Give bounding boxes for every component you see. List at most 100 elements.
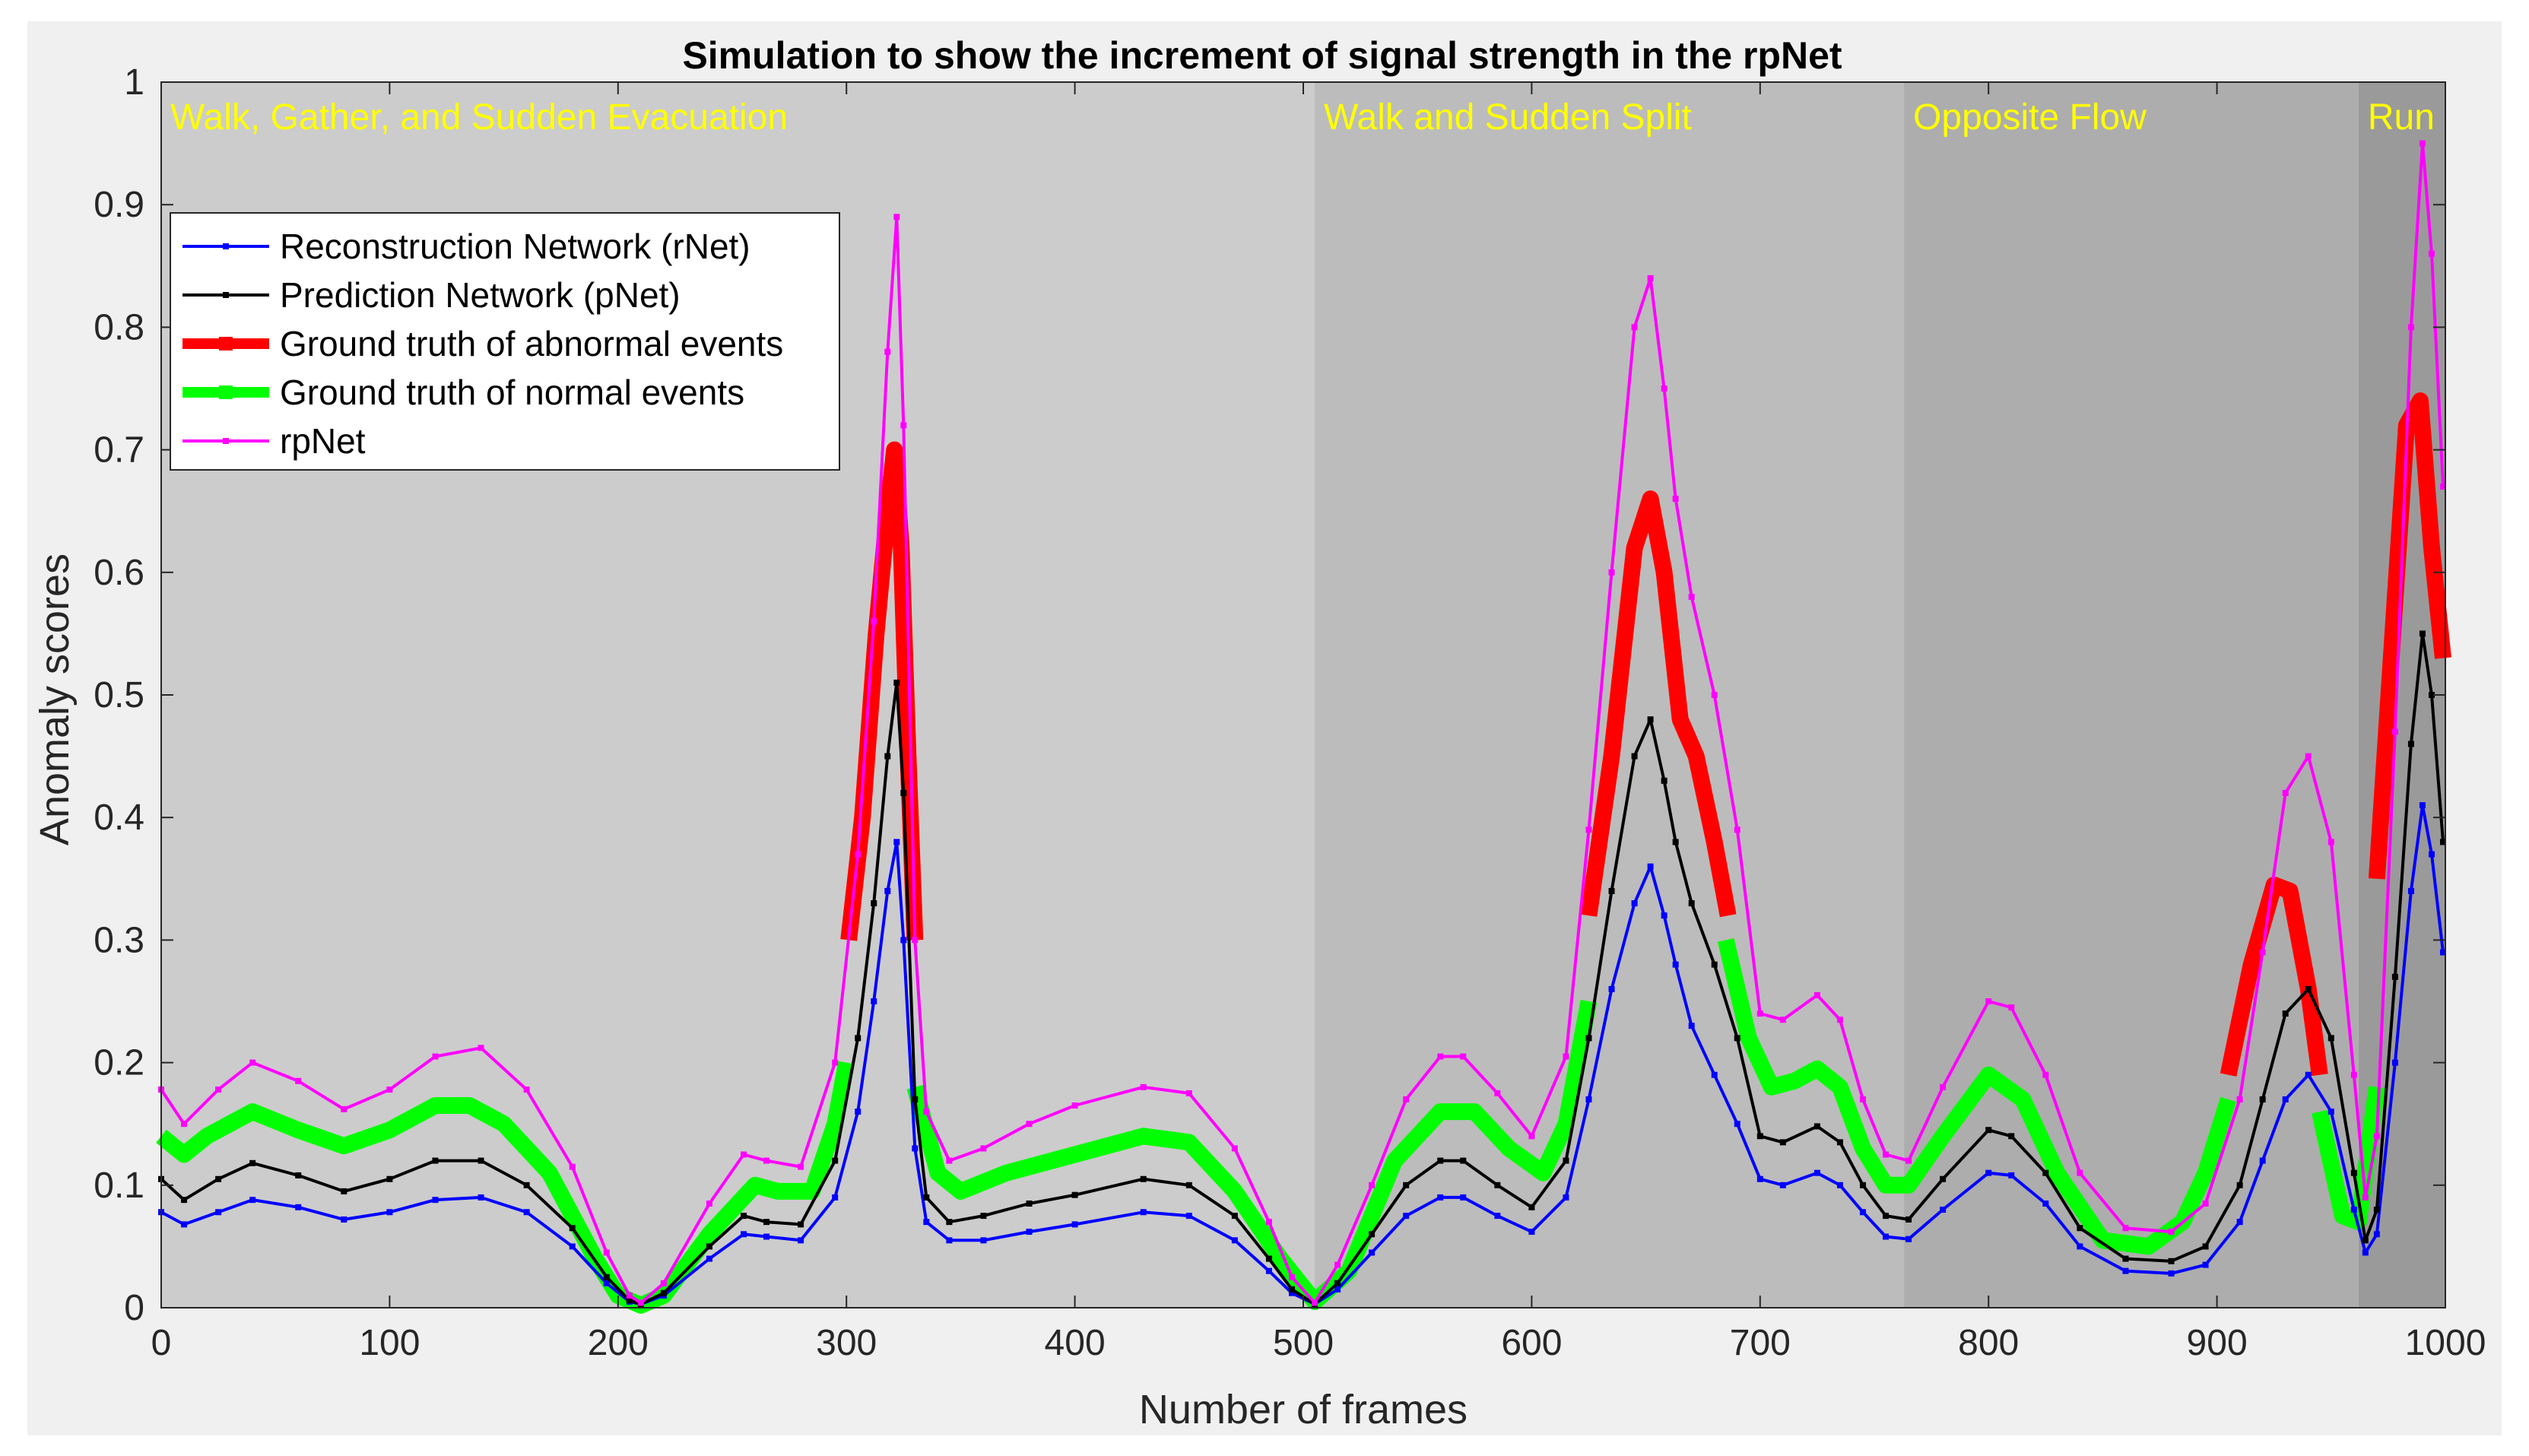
series-2-point-29 xyxy=(1026,1121,1033,1128)
series-1-point-14 xyxy=(660,1289,667,1296)
series-1-point-20 xyxy=(855,1035,862,1042)
series-0-point-23 xyxy=(893,839,900,845)
series-2-point-55 xyxy=(1779,1017,1786,1023)
series-0-point-71 xyxy=(2282,1096,2289,1102)
series-0-point-32 xyxy=(1185,1213,1192,1220)
series-0-point-69 xyxy=(2236,1219,2243,1226)
data-series xyxy=(156,140,2451,1314)
region-band-2 xyxy=(1904,82,2359,1308)
region-label-2: Opposite Flow xyxy=(1913,97,2147,138)
series-2-point-31 xyxy=(1140,1083,1147,1090)
series-2-point-11 xyxy=(603,1249,610,1256)
series-0-point-33 xyxy=(1231,1237,1238,1244)
x-tick-label-2: 200 xyxy=(588,1323,649,1363)
series-0-point-62 xyxy=(1985,1169,1992,1176)
series-2-point-69 xyxy=(2236,1096,2243,1102)
y-tick-label-10: 1 xyxy=(124,62,144,103)
series-1-point-52 xyxy=(1711,961,1718,968)
series-1-point-63 xyxy=(2008,1133,2015,1140)
series-2-point-22 xyxy=(884,348,891,355)
y-tick-label-8: 0.8 xyxy=(94,307,144,347)
series-0-point-53 xyxy=(1734,1121,1740,1128)
band-series-2 xyxy=(1717,937,2237,1255)
series-1-point-58 xyxy=(1859,1182,1866,1188)
series-2-point-2 xyxy=(215,1086,222,1093)
series-1-point-3 xyxy=(249,1159,256,1166)
series-2-point-25 xyxy=(912,937,919,944)
series-1-point-34 xyxy=(1265,1255,1272,1262)
y-tick-label-7: 0.7 xyxy=(94,430,144,471)
series-0-point-50 xyxy=(1672,961,1679,968)
legend-label-4: rpNet xyxy=(280,421,366,461)
series-1-point-64 xyxy=(2042,1169,2049,1176)
series-2-point-19 xyxy=(832,1059,839,1066)
series-2-point-64 xyxy=(2042,1071,2049,1078)
series-1-point-48 xyxy=(1647,716,1654,723)
series-2-point-56 xyxy=(1813,991,1820,998)
series-2-point-46 xyxy=(1608,569,1615,576)
series-2-point-37 xyxy=(1334,1261,1341,1268)
series-2-point-27 xyxy=(946,1157,953,1164)
series-0-point-1 xyxy=(181,1221,188,1228)
series-2-point-36 xyxy=(1312,1299,1318,1306)
series-0-point-4 xyxy=(295,1204,302,1210)
series-0-point-6 xyxy=(386,1209,393,1216)
y-tick-label-3: 0.3 xyxy=(94,920,144,960)
series-2-point-80 xyxy=(2428,250,2435,257)
series-1-point-30 xyxy=(1071,1191,1078,1198)
series-0-point-8 xyxy=(478,1194,484,1201)
series-1-point-18 xyxy=(798,1221,804,1228)
series-2-point-18 xyxy=(798,1163,804,1170)
series-2-point-32 xyxy=(1185,1090,1192,1096)
series-0-point-76 xyxy=(2373,1231,2380,1238)
series-2-point-72 xyxy=(2305,753,2312,760)
series-0-point-68 xyxy=(2202,1261,2209,1268)
series-2-point-40 xyxy=(1437,1053,1444,1060)
legend-label-2: Ground truth of abnormal events xyxy=(280,324,783,363)
series-0-point-61 xyxy=(1940,1207,1947,1213)
line-series-1 xyxy=(158,630,2446,1308)
series-2-point-78 xyxy=(2407,324,2414,331)
series-1-point-60 xyxy=(1905,1216,1912,1223)
series-1-point-47 xyxy=(1631,753,1638,760)
series-0-point-57 xyxy=(1836,1182,1843,1188)
series-1-point-62 xyxy=(1985,1127,1992,1134)
series-0-point-64 xyxy=(2042,1200,2049,1207)
series-1-point-75 xyxy=(2362,1237,2369,1244)
series-2-point-49 xyxy=(1661,385,1667,392)
series-2-point-53 xyxy=(1734,826,1740,833)
y-tick-label-0: 0 xyxy=(124,1288,144,1328)
series-1-point-69 xyxy=(2236,1182,2243,1188)
region-label-0: Walk, Gather, and Sudden Evacuation xyxy=(170,97,788,138)
series-0-point-19 xyxy=(832,1194,839,1201)
series-2-point-59 xyxy=(1883,1151,1890,1158)
series-2-point-8 xyxy=(478,1045,484,1052)
band-series-5 xyxy=(1580,490,1737,918)
x-tick-label-8: 800 xyxy=(1958,1323,2019,1363)
series-line-1 xyxy=(160,632,2445,1306)
series-1-point-76 xyxy=(2373,1207,2380,1213)
series-2-point-61 xyxy=(1940,1083,1947,1090)
series-1-point-68 xyxy=(2202,1243,2209,1250)
series-2-point-34 xyxy=(1265,1219,1272,1226)
series-1-point-46 xyxy=(1608,887,1615,894)
series-1-point-79 xyxy=(2419,630,2426,637)
series-1-point-54 xyxy=(1756,1133,1763,1140)
x-tick-label-7: 700 xyxy=(1730,1323,1791,1363)
y-tick-label-9: 0.9 xyxy=(94,185,144,225)
series-2-point-24 xyxy=(900,422,907,429)
series-2-point-76 xyxy=(2373,1133,2380,1140)
band-series-1 xyxy=(906,999,1598,1310)
line-series-2 xyxy=(158,140,2446,1306)
region-label-1: Walk and Sudden Split xyxy=(1324,97,1692,138)
series-0-point-10 xyxy=(569,1243,576,1250)
legend: Reconstruction Network (rNet) Prediction … xyxy=(170,212,840,471)
series-1-point-59 xyxy=(1883,1213,1890,1220)
series-1-point-10 xyxy=(569,1225,576,1232)
series-1-point-2 xyxy=(215,1175,222,1182)
series-0-point-60 xyxy=(1905,1236,1912,1242)
x-tick-label-10: 1000 xyxy=(2405,1323,2486,1363)
series-1-point-33 xyxy=(1231,1213,1238,1220)
series-2-point-57 xyxy=(1836,1017,1843,1023)
series-2-point-43 xyxy=(1528,1133,1535,1140)
